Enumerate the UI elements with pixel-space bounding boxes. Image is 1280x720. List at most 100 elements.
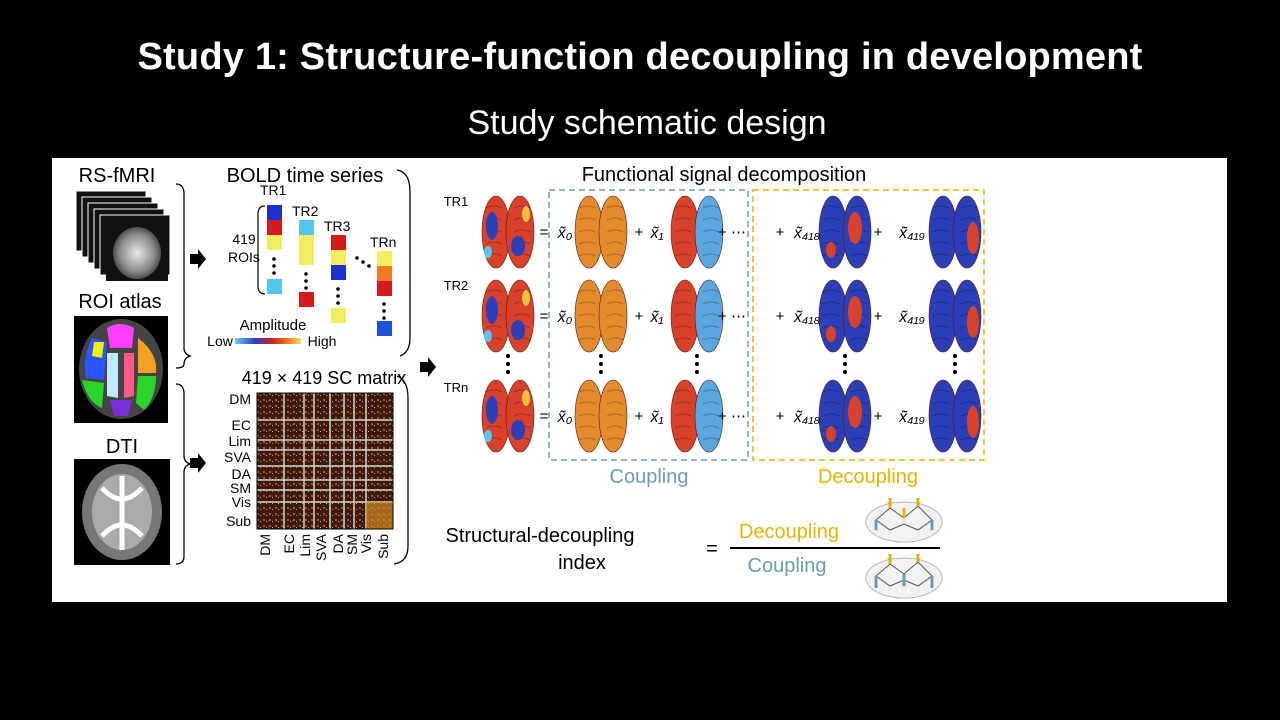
brain-map xyxy=(574,379,628,453)
trn-label: TRn xyxy=(370,234,396,250)
operator-symbol: = xyxy=(540,408,549,425)
amplitude-label: Amplitude xyxy=(240,317,307,334)
sc-row-label: Vis xyxy=(232,494,251,510)
sc-row-label: EC xyxy=(232,417,251,433)
operator-symbol: = xyxy=(540,224,549,241)
sc-col-label: Sub xyxy=(375,534,391,559)
operator-symbol: = xyxy=(540,308,549,325)
coupling-label: Coupling xyxy=(610,466,689,488)
brain-map xyxy=(670,279,724,353)
brain-map xyxy=(928,195,982,269)
coefficient-term: x̃₀ xyxy=(557,225,573,242)
coefficient-term: x̃₄₁₈ xyxy=(793,309,820,326)
decoupling-label: Decoupling xyxy=(818,466,918,488)
coefficient-term: x̃₄₁₉ xyxy=(898,309,925,326)
brain-rows: = + + ⋯ + + x̃₀ x̃₁ x̃₄₁₈ x̃₄₁₉ = + + ⋯ + + x̃₀ x̃₁ x̃₄₁… xyxy=(481,195,982,453)
index-label-line1: Structural-decoupling xyxy=(446,525,635,547)
decomp-row-label-tr2: TR2 xyxy=(444,278,469,293)
sc-row-label: DA xyxy=(232,466,252,482)
sc-row-label: SM xyxy=(230,480,251,496)
decomp-row-label-tr1: TR1 xyxy=(444,194,469,209)
brain-map xyxy=(481,379,535,453)
roi-bracket xyxy=(257,205,266,295)
slide-title: Study 1: Structure-function decoupling i… xyxy=(137,36,1143,78)
tr3-label: TR3 xyxy=(324,218,351,234)
arrow-to-sc-icon xyxy=(190,453,206,473)
operator-symbol: + xyxy=(874,224,883,241)
schematic-figure: RS-fMRI ROI atlas DTI xyxy=(74,164,985,599)
arrow-to-bold-icon xyxy=(190,249,206,269)
roi-atlas-label: ROI atlas xyxy=(78,291,161,313)
index-equals: = xyxy=(706,538,718,560)
coefficient-term: x̃₄₁₉ xyxy=(898,225,925,242)
row-continuation-dots xyxy=(506,354,957,374)
brain-map xyxy=(574,195,628,269)
index-label-line2: index xyxy=(558,552,606,574)
operator-symbol: + xyxy=(776,224,785,241)
coefficient-term: x̃₄₁₈ xyxy=(793,225,820,242)
coefficient-term: x̃₁ xyxy=(649,225,663,242)
sc-row-label: DM xyxy=(229,391,251,407)
dti-image xyxy=(74,459,170,565)
decoupling-box xyxy=(752,189,985,461)
sc-brace xyxy=(393,375,409,565)
index-denominator: Coupling xyxy=(748,555,827,577)
brain-map xyxy=(818,195,872,269)
amplitude-low-label: Low xyxy=(207,333,234,349)
sc-row-label: Sub xyxy=(226,513,251,529)
index-numerator: Decoupling xyxy=(739,521,839,543)
brain-map xyxy=(670,195,724,269)
operator-symbol: + xyxy=(874,408,883,425)
sc-col-label: Vis xyxy=(358,534,374,553)
bold-time-series-columns xyxy=(267,205,392,336)
dti-label: DTI xyxy=(106,436,138,458)
brain-map xyxy=(574,279,628,353)
coupling-network-icon xyxy=(865,554,943,599)
operator-symbol: + xyxy=(635,408,644,425)
bold-title: BOLD time series xyxy=(227,165,384,187)
slide-subtitle: Study schematic design xyxy=(467,104,827,142)
arrow-to-decomposition-icon xyxy=(420,357,436,377)
sc-row-label: SVA xyxy=(224,449,252,465)
operator-symbol: + ⋯ xyxy=(718,224,746,241)
coefficient-term: x̃₀ xyxy=(557,409,573,426)
coefficient-term: x̃₁ xyxy=(649,409,663,426)
bold-brace xyxy=(396,169,411,357)
sc-col-label: DA xyxy=(330,533,346,553)
amplitude-high-label: High xyxy=(308,333,337,349)
sc-col-label: DM xyxy=(257,534,273,556)
operator-symbol: + xyxy=(776,308,785,325)
brain-map xyxy=(481,279,535,353)
sc-col-label: SM xyxy=(344,534,360,555)
coefficient-term: x̃₄₁₉ xyxy=(898,409,925,426)
decomposition-title: Functional signal decomposition xyxy=(582,164,867,186)
operator-symbol: + ⋯ xyxy=(718,408,746,425)
brain-map xyxy=(670,379,724,453)
roi-atlas-image xyxy=(74,316,168,423)
sc-col-label: Lim xyxy=(297,534,313,557)
operator-symbol: + xyxy=(635,308,644,325)
coefficient-term: x̃₄₁₈ xyxy=(793,409,820,426)
sc-matrix xyxy=(256,392,394,530)
operator-symbol: + xyxy=(874,308,883,325)
rois-count: 419 xyxy=(232,231,256,247)
rsfmri-label: RS-fMRI xyxy=(79,165,156,187)
operator-symbol: + xyxy=(635,224,644,241)
brain-map xyxy=(928,279,982,353)
sc-col-labels: DM EC Lim SVA DA SM Vis Sub xyxy=(257,533,391,561)
coefficient-term: x̃₁ xyxy=(649,309,663,326)
sc-row-label: Lim xyxy=(228,433,251,449)
brain-map xyxy=(818,279,872,353)
brain-map xyxy=(818,379,872,453)
schematic-panel: RS-fMRI ROI atlas DTI xyxy=(52,158,1227,602)
coupling-box xyxy=(548,189,749,461)
decoupling-network-icon xyxy=(865,498,943,543)
sc-row-labels: DM EC Lim SVA DA SM Vis Sub xyxy=(224,391,252,529)
dti-brace xyxy=(175,383,193,565)
sc-col-label: SVA xyxy=(313,533,329,561)
operator-symbol: + xyxy=(776,408,785,425)
operator-symbol: + ⋯ xyxy=(718,308,746,325)
brain-map xyxy=(928,379,982,453)
rois-label: ROIs xyxy=(228,249,260,265)
coefficient-term: x̃₀ xyxy=(557,309,573,326)
